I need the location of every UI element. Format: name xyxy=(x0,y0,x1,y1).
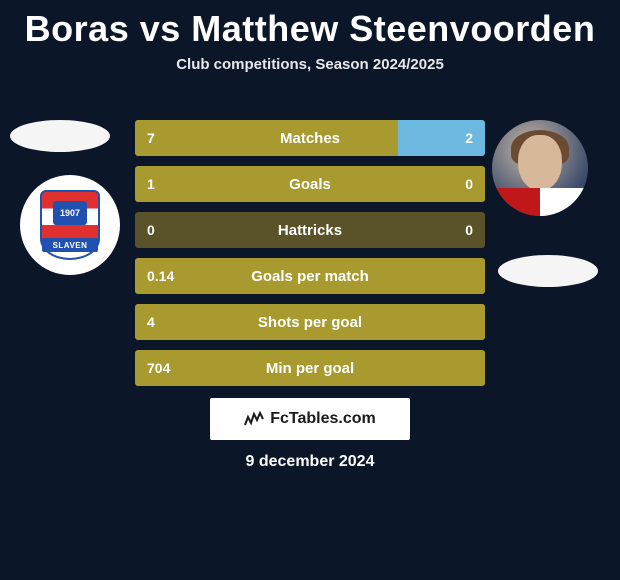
branding-badge: FcTables.com xyxy=(210,398,410,440)
comparison-bar-row: 704Min per goal xyxy=(135,350,485,386)
bar-metric-label: Min per goal xyxy=(135,350,485,386)
badge-year: 1907 xyxy=(53,201,87,225)
player-left-placeholder-oval xyxy=(10,120,110,152)
comparison-bar-row: 00Hattricks xyxy=(135,212,485,248)
comparison-bar-row: 0.14Goals per match xyxy=(135,258,485,294)
comparison-bar-row: 10Goals xyxy=(135,166,485,202)
comparison-chart: 72Matches 10Goals 00Hattricks 0.14Goals per… xyxy=(135,120,485,396)
comparison-bar-row: 4Shots per goal xyxy=(135,304,485,340)
branding-text: FcTables.com xyxy=(270,410,376,428)
comparison-bar-row: 72Matches xyxy=(135,120,485,156)
player-left-club-badge: 1907 SLAVEN xyxy=(20,175,120,275)
page-title: Boras vs Matthew Steenvoorden xyxy=(0,0,620,50)
bar-metric-label: Shots per goal xyxy=(135,304,485,340)
fctables-logo-icon xyxy=(244,411,264,427)
player-right-placeholder-oval xyxy=(498,255,598,287)
bar-metric-label: Goals per match xyxy=(135,258,485,294)
bar-metric-label: Matches xyxy=(135,120,485,156)
player-right-photo xyxy=(492,120,588,216)
bar-metric-label: Goals xyxy=(135,166,485,202)
bar-metric-label: Hattricks xyxy=(135,212,485,248)
badge-club-name: SLAVEN xyxy=(42,238,98,252)
date-label: 9 december 2024 xyxy=(0,453,620,471)
subtitle: Club competitions, Season 2024/2025 xyxy=(0,56,620,73)
